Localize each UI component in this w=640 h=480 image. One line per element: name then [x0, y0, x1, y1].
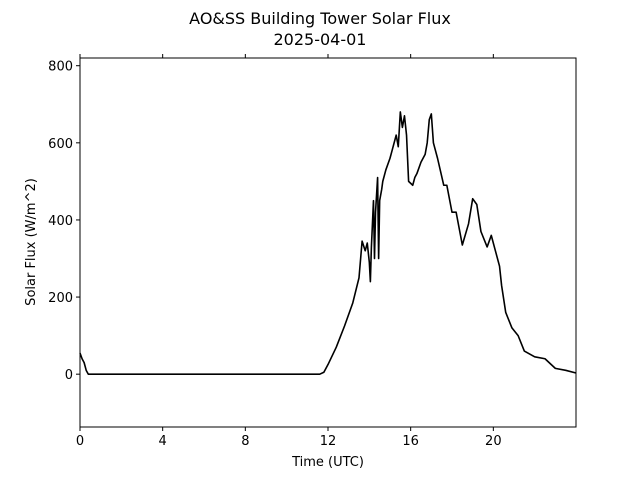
data-line: [79, 111, 577, 375]
x-tick-label: 0: [76, 434, 84, 449]
x-tick-label: 20: [485, 434, 502, 449]
x-tick-label: 12: [320, 434, 337, 449]
y-tick-label: 200: [48, 291, 73, 306]
y-tick-label: 0: [65, 368, 73, 383]
chart-title: AO&SS Building Tower Solar Flux: [189, 9, 451, 28]
plot-frame: [79, 57, 577, 428]
y-tick-label: 400: [48, 214, 73, 229]
y-tick-label: 600: [48, 137, 73, 152]
y-axis-label: Solar Flux (W/m^2): [24, 178, 39, 306]
chart-subtitle: 2025-04-01: [274, 30, 367, 49]
x-tick-label: 16: [402, 434, 419, 449]
x-axis-label: Time (UTC): [291, 455, 364, 470]
x-tick-label: 4: [159, 434, 167, 449]
y-tick-label: 800: [48, 60, 73, 75]
x-tick-label: 8: [241, 434, 249, 449]
